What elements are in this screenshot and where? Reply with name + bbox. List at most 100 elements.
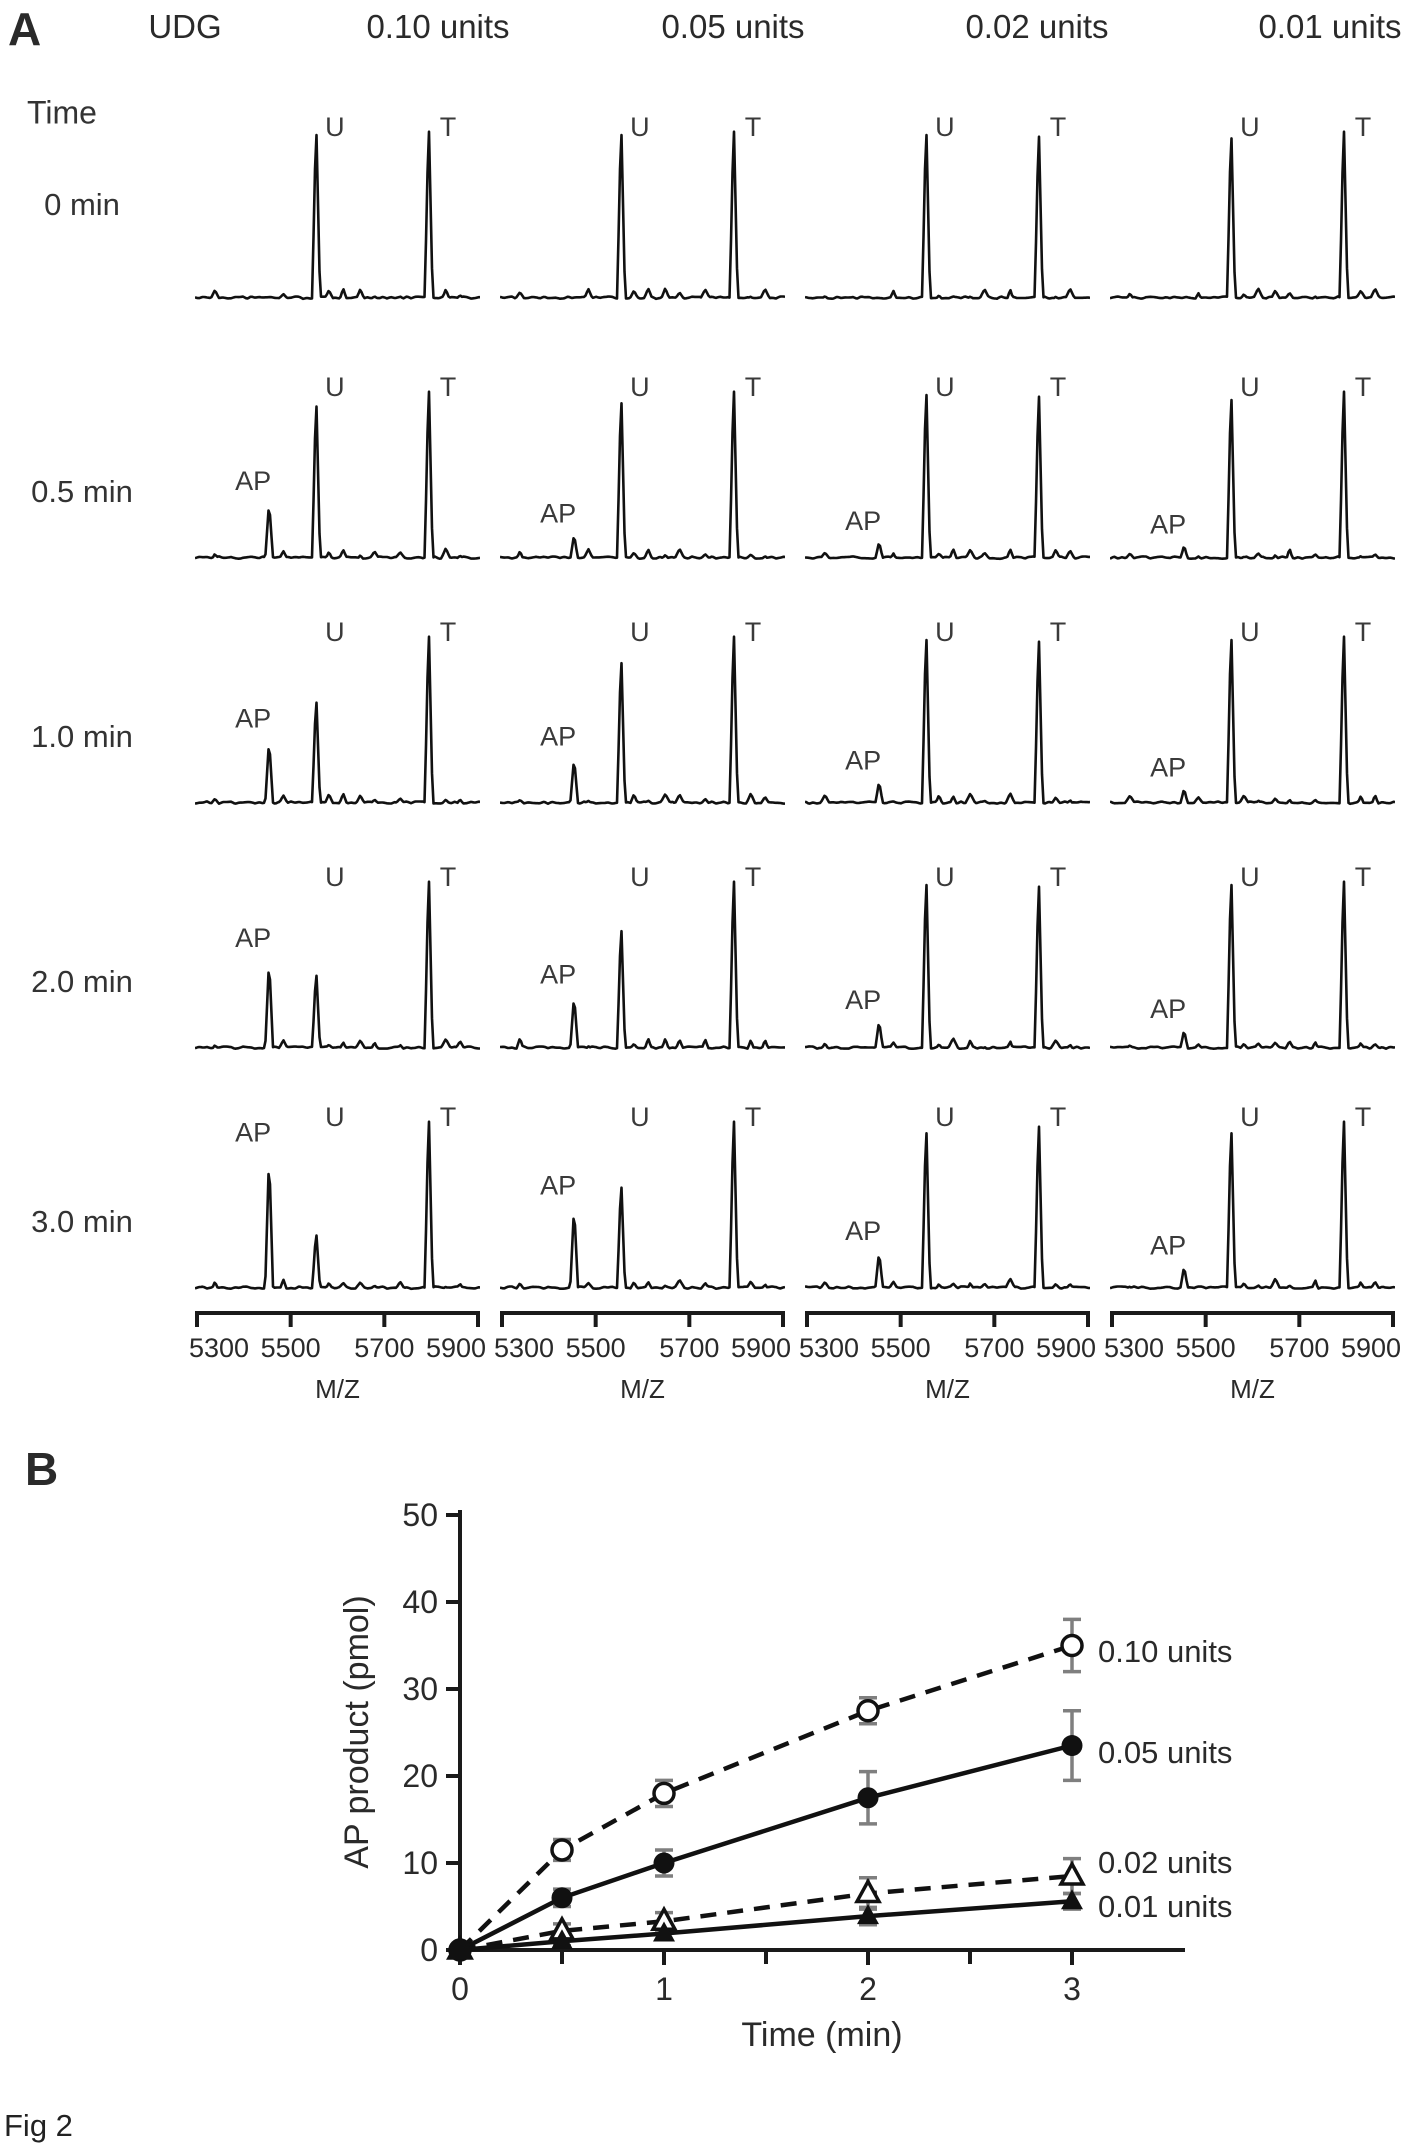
spectrum-trace	[500, 635, 785, 805]
series-label-2: 0.02 units	[1098, 1845, 1232, 1880]
spectrum-row4-col1: U T AP	[500, 1102, 785, 1290]
mz-tick-label: 5300	[189, 1333, 249, 1363]
marker-open-circle	[550, 1838, 574, 1862]
series-label-1: 0.05 units	[1098, 1735, 1232, 1770]
ap-peak-label: AP	[845, 985, 881, 1015]
mz-tick-label: 5900	[1036, 1333, 1096, 1363]
ap-peak-label: AP	[845, 506, 881, 536]
t-peak-label: T	[440, 617, 457, 647]
mz-axis-tick	[1203, 1311, 1208, 1327]
spectrum-row3-col2: U T AP	[805, 862, 1090, 1050]
spectrum-trace	[500, 1120, 785, 1290]
u-peak-label: U	[325, 112, 345, 142]
y-axis-title: AP product (pmol)	[338, 1595, 376, 1868]
u-peak-label: U	[325, 372, 345, 402]
mz-axis-tick	[1391, 1311, 1395, 1327]
column-header-0: 0.10 units	[366, 8, 510, 45]
x-tick-label: 1	[655, 1971, 673, 2007]
x-minor-tick	[968, 1950, 972, 1964]
t-peak-label: T	[1355, 862, 1372, 892]
u-peak-label: U	[630, 862, 650, 892]
t-peak-label: T	[1050, 1102, 1067, 1132]
t-peak-label: T	[1355, 372, 1372, 402]
marker-filled-triangle	[857, 1904, 879, 1925]
ap-peak-label: AP	[845, 745, 881, 775]
spectrum-trace	[805, 133, 1090, 300]
x-tick	[1070, 1950, 1074, 1965]
spectrum-trace	[195, 635, 480, 805]
spectrum-row2-col1: U T AP	[500, 617, 785, 805]
x-minor-tick	[560, 1950, 564, 1964]
mz-axis-tick	[288, 1311, 293, 1327]
mz-tick-label: 5700	[964, 1333, 1024, 1363]
u-peak-label: U	[630, 112, 650, 142]
y-axis-line	[458, 1510, 462, 1952]
ap-peak-label: AP	[235, 703, 271, 733]
marker-open-circle	[856, 1699, 880, 1723]
t-peak-label: T	[440, 862, 457, 892]
marker-filled-triangle	[551, 1929, 573, 1950]
mz-axis-label: M/Z	[315, 1374, 360, 1404]
t-peak-label: T	[1050, 617, 1067, 647]
ap-peak-label: AP	[540, 499, 576, 529]
spectrum-trace	[1110, 880, 1395, 1050]
spectrum-row1-col2: U T AP	[805, 372, 1090, 561]
x-minor-tick	[764, 1950, 768, 1964]
u-peak-label: U	[630, 1102, 650, 1132]
spectrum-trace	[805, 1125, 1090, 1290]
t-peak-label: T	[440, 372, 457, 402]
ap-peak-label: AP	[235, 466, 271, 496]
y-tick	[446, 1687, 460, 1691]
spectrum-row3-col1: U T AP	[500, 862, 785, 1050]
mz-tick-label: 5500	[261, 1333, 321, 1363]
t-peak-label: T	[1355, 617, 1372, 647]
udg-header: UDG	[148, 8, 222, 45]
mz-tick-label: 5700	[354, 1333, 414, 1363]
spectrum-row3-col0: U T AP	[195, 862, 480, 1050]
column-header-1: 0.05 units	[661, 8, 805, 45]
u-peak-label: U	[935, 862, 955, 892]
u-peak-label: U	[935, 112, 955, 142]
mz-axis-tick	[898, 1311, 903, 1327]
u-peak-label: U	[935, 1102, 955, 1132]
series-label-0: 0.10 units	[1098, 1634, 1232, 1669]
spectrum-row4-col2: U T AP	[805, 1102, 1090, 1290]
spectrum-trace	[500, 880, 785, 1050]
t-peak-label: T	[1355, 1102, 1372, 1132]
mz-axis-tick	[992, 1311, 997, 1327]
mz-axis-label: M/Z	[620, 1374, 665, 1404]
marker-open-circle	[652, 1781, 676, 1806]
column-header-2: 0.02 units	[965, 8, 1109, 45]
spectrum-trace	[500, 390, 785, 560]
ap-peak-label: AP	[1150, 509, 1186, 539]
ap-peak-label: AP	[235, 1118, 271, 1148]
spectrum-trace	[500, 130, 785, 301]
ap-peak-label: AP	[540, 1170, 576, 1200]
mz-axis-line	[195, 1311, 480, 1315]
series-line-2	[459, 1873, 1073, 1953]
t-peak-label: T	[1050, 862, 1067, 892]
mz-tick-label: 5900	[1341, 1333, 1401, 1363]
ap-peak-label: AP	[1150, 753, 1186, 783]
marker-filled-triangle	[1061, 1889, 1083, 1910]
ap-peak-label: AP	[1150, 994, 1186, 1024]
spectrum-trace	[1110, 635, 1395, 806]
t-peak-label: T	[440, 112, 457, 142]
mz-axis-tick	[195, 1311, 199, 1327]
spectrum-row4-col0: U T AP	[195, 1102, 480, 1291]
ap-peak-label: AP	[235, 923, 271, 953]
spectrum-row4-col3: U T AP	[1110, 1102, 1395, 1290]
mz-axis-tick	[593, 1311, 598, 1327]
mz-axis-line	[805, 1311, 1090, 1315]
u-peak-label: U	[935, 372, 955, 402]
mz-axis-tick	[1110, 1311, 1114, 1327]
marker-filled-triangle	[653, 1921, 675, 1942]
y-tick-label: 10	[402, 1845, 438, 1881]
marker-filled-circle	[1061, 1735, 1083, 1757]
x-axis-title: Time (min)	[741, 2016, 902, 2054]
t-peak-label: T	[440, 1102, 457, 1132]
mz-tick-label: 5900	[731, 1333, 791, 1363]
u-peak-label: U	[1240, 112, 1260, 142]
